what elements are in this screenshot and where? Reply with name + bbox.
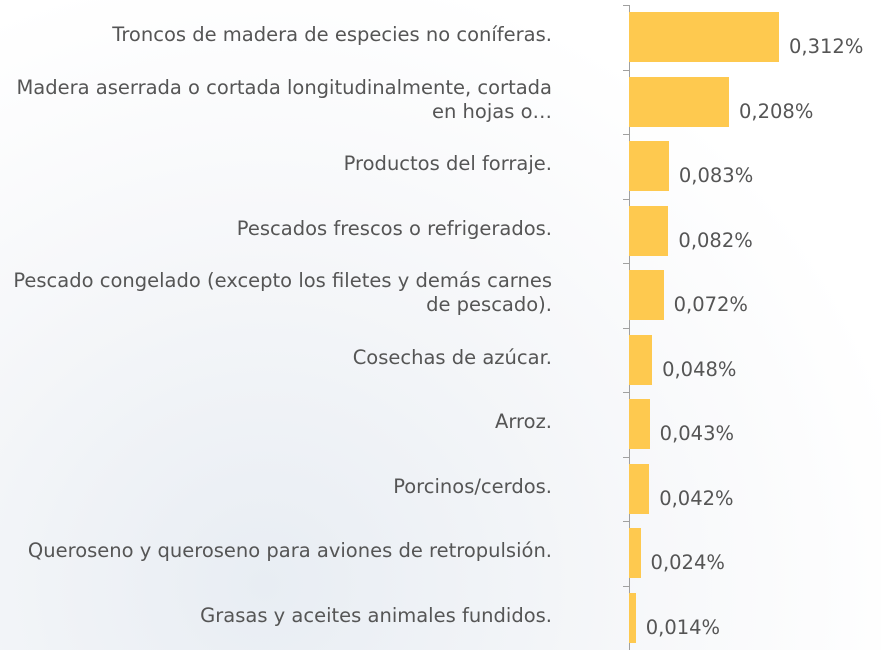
axis-tick <box>623 5 629 6</box>
bar <box>629 76 729 127</box>
category-label: Arroz. <box>495 410 552 434</box>
value-label: 0,208% <box>739 99 814 123</box>
bar <box>629 399 650 449</box>
bar <box>629 12 779 62</box>
category-label: Cosechas de azúcar. <box>352 345 552 369</box>
value-label: 0,048% <box>662 357 737 381</box>
value-label: 0,312% <box>789 35 864 58</box>
axis-tick <box>623 392 629 393</box>
value-label: 0,024% <box>650 551 725 574</box>
category-label: Porcinos/cerdos. <box>393 474 552 498</box>
category-label: Madera aserrada o cortada longitudinalme… <box>16 75 552 123</box>
bar <box>629 528 641 578</box>
axis-tick <box>623 263 629 264</box>
value-label: 0,014% <box>645 615 721 639</box>
category-label: Pescados frescos o refrigerados. <box>236 216 552 240</box>
axis-tick <box>623 69 629 71</box>
bar <box>629 270 664 320</box>
axis-line <box>629 5 630 650</box>
category-label: Troncos de madera de especies no conífer… <box>112 23 552 47</box>
category-label: Queroseno y queroseno para aviones de re… <box>27 539 552 563</box>
category-label: Grasas y aceites animales fundidos. <box>200 603 552 627</box>
value-label: 0,043% <box>659 422 735 445</box>
bar <box>629 141 669 191</box>
value-label: 0,072% <box>673 293 748 316</box>
axis-tick <box>623 585 629 587</box>
axis-tick <box>623 521 629 522</box>
axis-tick <box>623 327 629 329</box>
axis-tick <box>623 456 629 458</box>
axis-tick <box>623 134 629 135</box>
value-label: 0,083% <box>678 164 754 187</box>
value-label: 0,082% <box>678 228 753 252</box>
bar <box>629 592 636 643</box>
category-label: Productos del forraje. <box>343 152 552 176</box>
bar <box>629 205 669 256</box>
bar <box>629 334 653 385</box>
category-label: Pescado congelado (excepto los filetes y… <box>13 269 552 317</box>
axis-tick <box>623 198 629 200</box>
bar <box>629 463 650 514</box>
value-label: 0,042% <box>659 486 734 510</box>
